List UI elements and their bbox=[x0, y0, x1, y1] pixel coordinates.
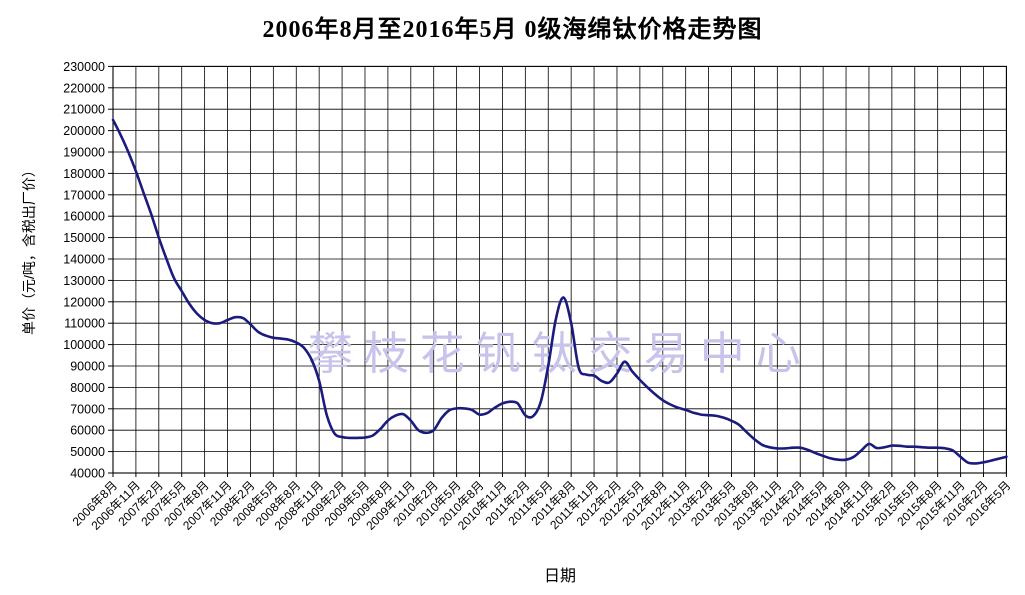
axis-ticks bbox=[108, 65, 1007, 477]
y-tick-label: 70000 bbox=[70, 402, 105, 416]
y-tick-label: 190000 bbox=[63, 146, 105, 160]
y-tick-label: 200000 bbox=[63, 124, 105, 138]
y-tick-label: 150000 bbox=[63, 231, 105, 245]
price-line bbox=[111, 118, 1008, 465]
y-tick-label: 80000 bbox=[70, 381, 105, 395]
x-tick-labels: 2006年8月2006年11月2007年2月2007年5月2007年8月2007… bbox=[70, 478, 1014, 533]
y-tick-label: 220000 bbox=[63, 81, 105, 95]
y-tick-label: 60000 bbox=[70, 424, 105, 438]
watermark: 攀枝花钒钛交易中心 bbox=[308, 328, 812, 379]
y-tick-label: 130000 bbox=[63, 274, 105, 288]
y-tick-label: 120000 bbox=[63, 295, 105, 309]
plot-frame bbox=[112, 65, 1007, 474]
y-tick-label: 40000 bbox=[70, 467, 105, 481]
x-axis-title: 日期 bbox=[543, 568, 576, 585]
chart-title: 2006年8月至2016年5月 0级海绵钛价格走势图 bbox=[262, 17, 763, 43]
y-tick-label: 90000 bbox=[70, 360, 105, 374]
y-tick-label: 160000 bbox=[63, 210, 105, 224]
y-tick-label: 50000 bbox=[70, 445, 105, 459]
y-tick-label: 210000 bbox=[63, 103, 105, 117]
y-tick-label: 180000 bbox=[63, 167, 105, 181]
y-tick-label: 110000 bbox=[64, 317, 105, 331]
y-tick-labels: 40000 50000 60000 70000 80000 90000 100000 1100… bbox=[63, 60, 105, 481]
y-tick-label: 140000 bbox=[63, 253, 105, 267]
y-tick-label: 170000 bbox=[63, 188, 105, 202]
y-tick-label: 100000 bbox=[63, 338, 105, 352]
y-tick-label: 230000 bbox=[63, 60, 105, 74]
plot-grid bbox=[112, 66, 1007, 474]
